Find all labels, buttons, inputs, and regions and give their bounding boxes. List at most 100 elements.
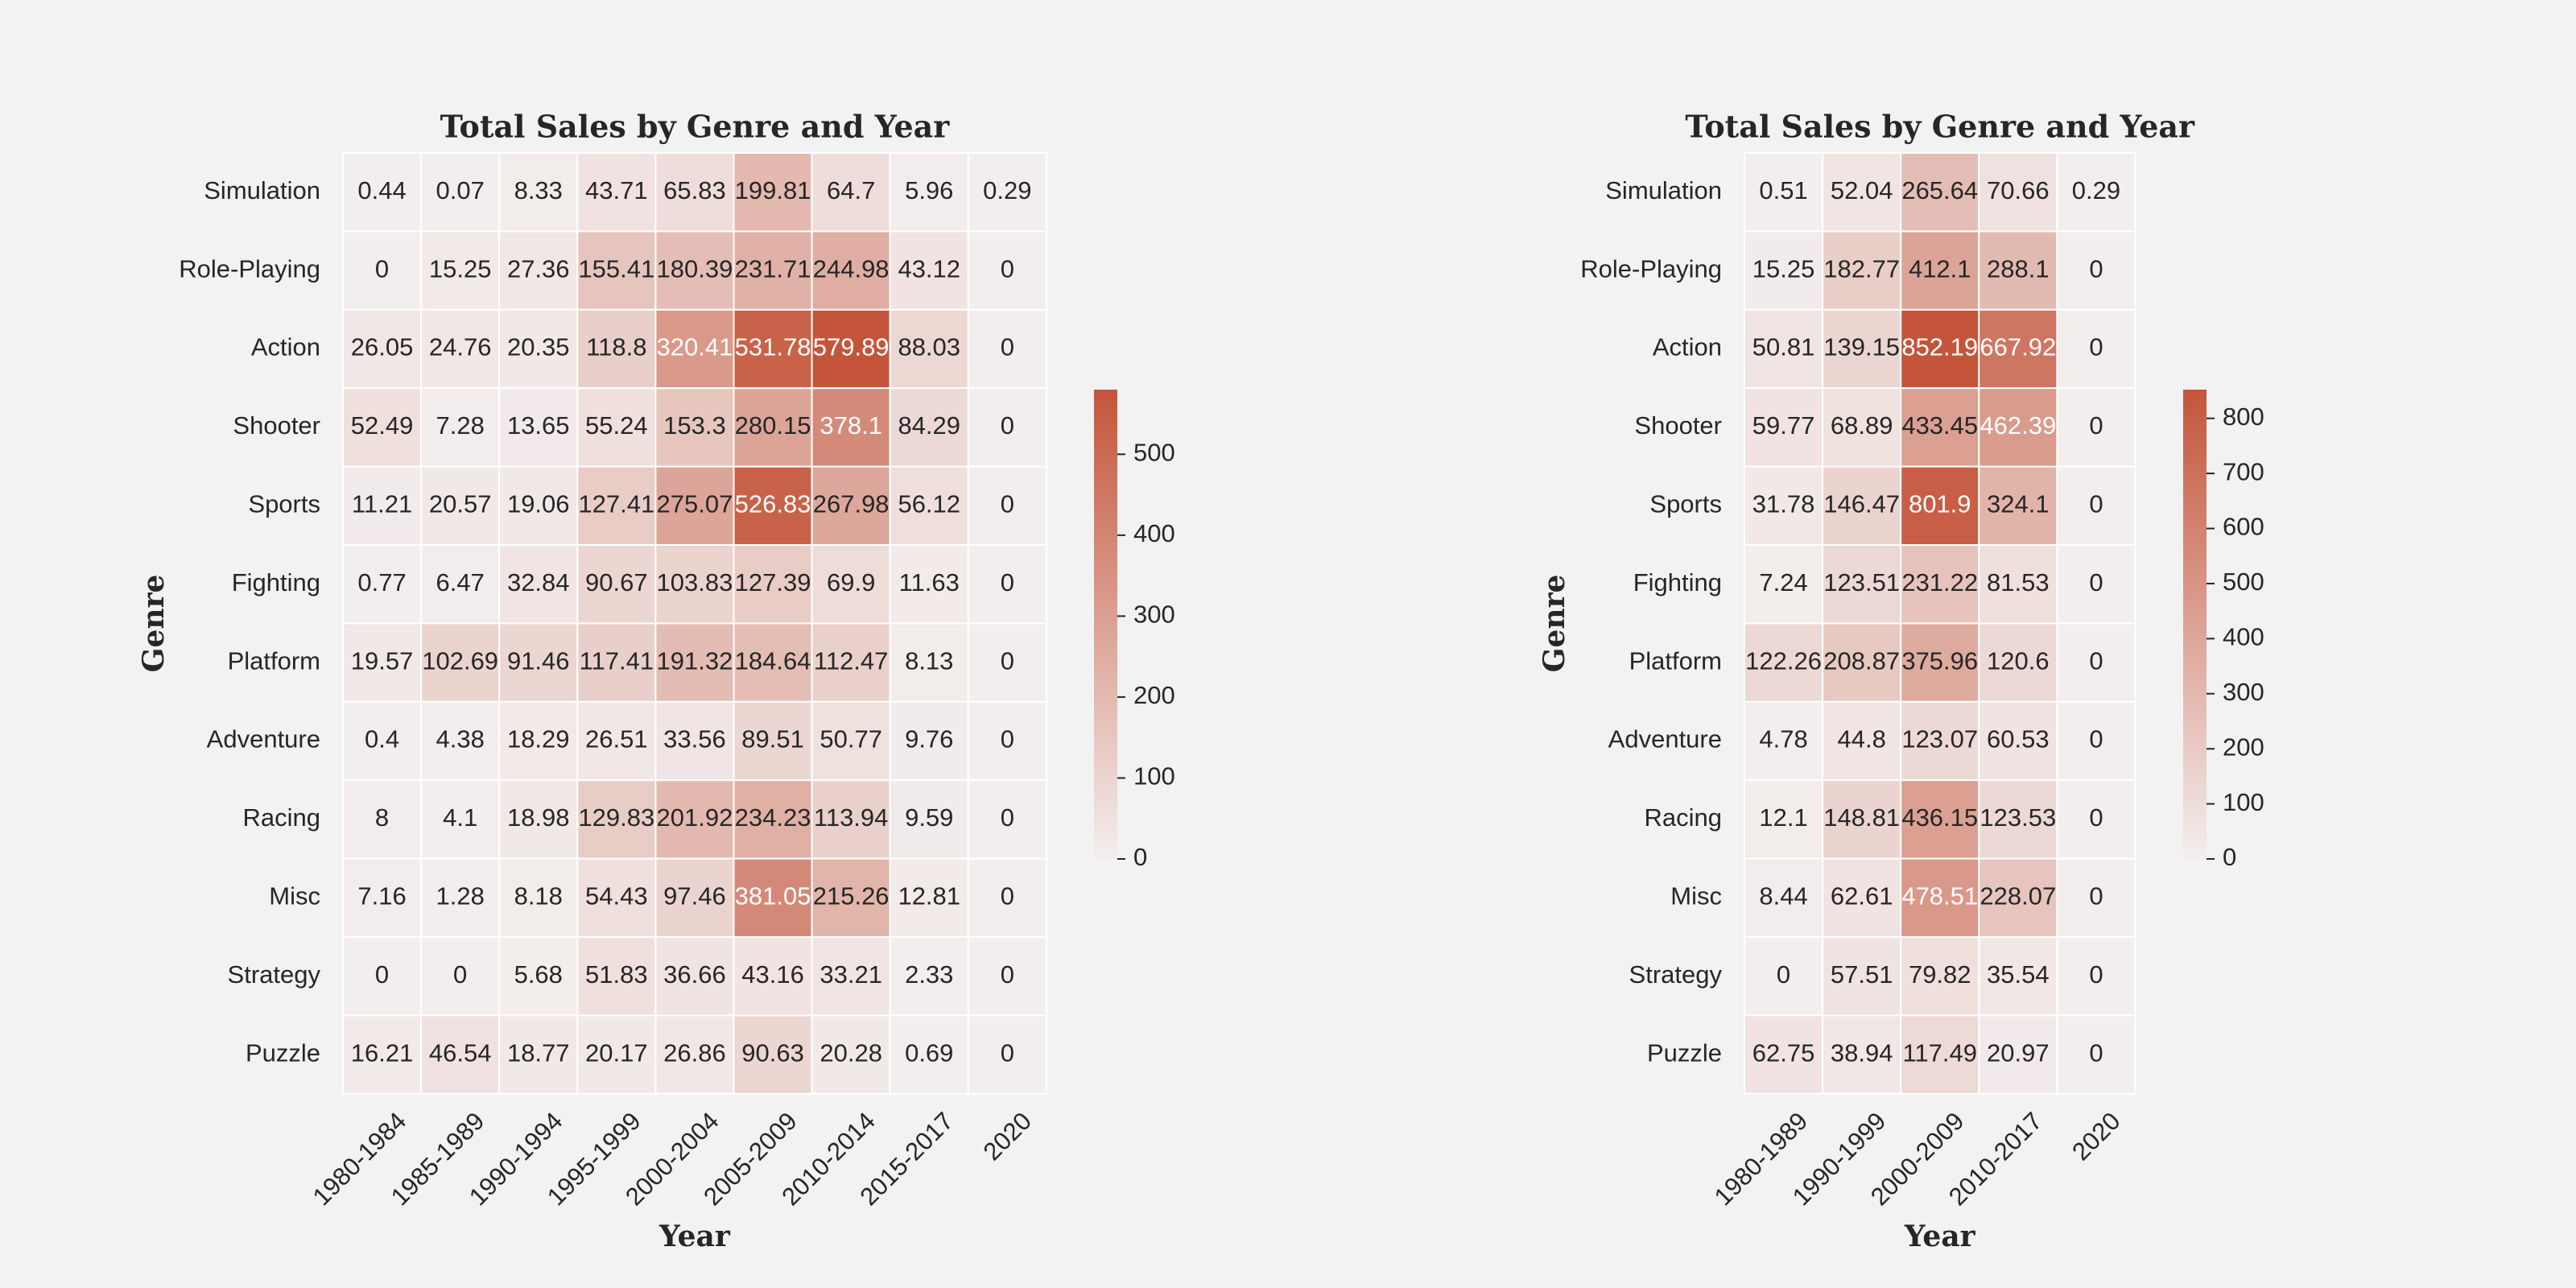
heatmap-cell <box>967 1014 1047 1095</box>
y-tick-label: Adventure <box>1608 725 1722 753</box>
heatmap-cell <box>889 308 969 390</box>
cell-label: 8 <box>375 803 389 832</box>
cell-label: 15.25 <box>1752 254 1815 283</box>
heatmap-cell <box>811 230 891 311</box>
cell-label: 852.19 <box>1901 333 1978 361</box>
heatmap-cell <box>2056 1014 2136 1095</box>
cell-label: 69.9 <box>827 568 875 597</box>
heatmap-cell <box>889 152 969 233</box>
cell-label: 127.39 <box>735 568 811 597</box>
cell-label: 146.47 <box>1823 489 1900 518</box>
cell-label: 68.89 <box>1831 411 1893 440</box>
heatmap-cell <box>733 857 813 938</box>
cell-label: 0.77 <box>357 568 406 597</box>
heatmap-cell <box>654 700 735 782</box>
cell-label: 20.35 <box>507 333 570 361</box>
cell-label: 20.97 <box>1987 1038 2050 1067</box>
heatmap-cell <box>889 230 969 311</box>
heatmap-cell <box>811 779 891 860</box>
cell-label: 26.86 <box>663 1038 726 1067</box>
cell-label: 43.16 <box>741 960 804 989</box>
heatmap-cell <box>1822 152 1902 233</box>
heatmap-cell <box>1744 779 1824 860</box>
heatmap-cell <box>1744 465 1824 546</box>
y-tick-label: Role-Playing <box>1580 254 1722 283</box>
cell-label: 51.83 <box>585 960 648 989</box>
cell-label: 0 <box>2089 568 2103 597</box>
cell-label: 0 <box>375 960 389 989</box>
cell-label: 123.53 <box>1979 803 2056 832</box>
cell-label: 123.07 <box>1901 725 1978 753</box>
cell-label: 0 <box>1001 1038 1014 1067</box>
cell-label: 148.81 <box>1823 803 1900 832</box>
heatmap-cell <box>1822 230 1902 311</box>
heatmap-cell <box>1978 622 2058 703</box>
cell-label: 244.98 <box>813 254 890 283</box>
heatmap-cell <box>967 387 1047 468</box>
colorbar-tick-label: 0 <box>2223 843 2236 871</box>
heatmap-cell <box>1822 308 1902 390</box>
cell-label: 24.76 <box>429 333 492 361</box>
cell-label: 0 <box>2089 411 2103 440</box>
heatmap-cell <box>498 230 579 311</box>
heatmap-cell <box>1822 779 1902 860</box>
cell-label: 118.8 <box>586 333 646 361</box>
heatmap-cell <box>654 544 735 625</box>
cell-label: 0 <box>1001 646 1014 675</box>
cell-label: 117.49 <box>1902 1038 1977 1067</box>
y-tick-label: Misc <box>1670 881 1722 910</box>
cell-label: 16.21 <box>351 1038 414 1067</box>
cell-label: 153.3 <box>663 411 726 440</box>
colorbar-tick-label: 600 <box>2223 513 2264 541</box>
cell-label: 436.15 <box>1901 803 1978 832</box>
y-tick-label: Adventure <box>207 725 320 753</box>
heatmap-cell <box>1900 1014 1980 1095</box>
heatmap-cell <box>342 936 423 1017</box>
heatmap-cell <box>2056 544 2136 625</box>
cell-label: 33.21 <box>819 960 882 989</box>
cell-label: 7.28 <box>436 411 484 440</box>
cell-label: 8.18 <box>514 881 563 910</box>
cell-label: 79.82 <box>1909 960 1971 989</box>
heatmap-cell <box>420 936 501 1017</box>
heatmap-cell <box>576 387 657 468</box>
heatmap-cell <box>1900 857 1980 938</box>
colorbar-tick-label: 300 <box>2223 678 2264 706</box>
cell-label: 275.07 <box>657 489 733 518</box>
cell-label: 12.81 <box>898 881 960 910</box>
cell-label: 62.75 <box>1752 1038 1815 1067</box>
cell-label: 191.32 <box>657 646 733 675</box>
heatmap-cell <box>889 857 969 938</box>
cell-label: 123.51 <box>1823 568 1900 597</box>
cell-label: 280.15 <box>735 411 811 440</box>
heatmap-cell <box>576 857 657 938</box>
cell-label: 801.9 <box>1909 489 1971 518</box>
cell-label: 0.4 <box>365 725 399 753</box>
heatmap-cell <box>420 544 501 625</box>
cell-label: 0 <box>1777 960 1790 989</box>
heatmap-cell <box>576 308 657 390</box>
cell-label: 13.65 <box>507 411 570 440</box>
y-tick-label: Simulation <box>204 176 320 204</box>
heatmap-cell <box>1900 700 1980 782</box>
chart-title: Total Sales by Genre and Year <box>1685 109 2195 145</box>
cell-label: 0.51 <box>1759 176 1807 204</box>
cell-label: 50.77 <box>819 725 882 753</box>
cell-label: 478.51 <box>1901 881 1978 910</box>
cell-label: 60.53 <box>1987 725 2050 753</box>
heatmap-cell <box>733 308 813 390</box>
cell-label: 62.61 <box>1831 881 1893 910</box>
heatmap-cell <box>967 857 1047 938</box>
cell-label: 113.94 <box>814 803 889 832</box>
cell-label: 81.53 <box>1987 568 2050 597</box>
cell-label: 0 <box>2089 646 2103 675</box>
colorbar-tick-label: 100 <box>2223 788 2264 816</box>
heatmap-cell <box>811 465 891 546</box>
heatmap-cell <box>733 936 813 1017</box>
y-tick-label: Shooter <box>233 411 320 440</box>
cell-label: 0 <box>1001 803 1014 832</box>
heatmap-cell <box>1978 700 2058 782</box>
y-tick-label: Racing <box>1645 803 1723 832</box>
cell-label: 32.84 <box>507 568 570 597</box>
heatmap-cell <box>498 465 579 546</box>
